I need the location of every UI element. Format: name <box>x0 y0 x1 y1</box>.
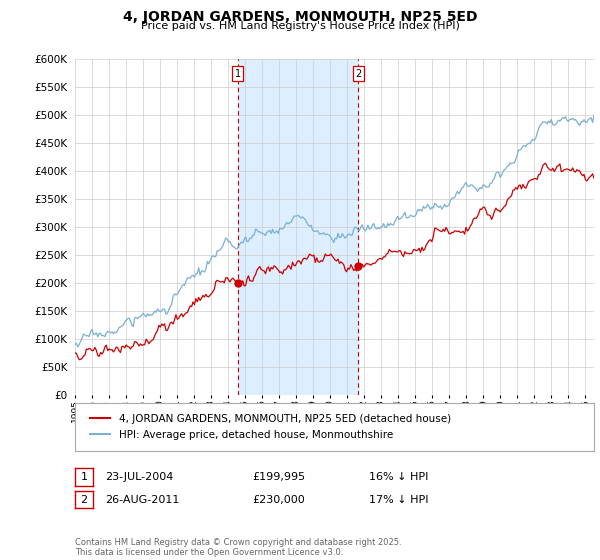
Text: 2: 2 <box>355 69 361 79</box>
Text: £230,000: £230,000 <box>252 494 305 505</box>
Text: 4, JORDAN GARDENS, MONMOUTH, NP25 5ED: 4, JORDAN GARDENS, MONMOUTH, NP25 5ED <box>123 10 477 24</box>
Bar <box>238 59 358 395</box>
Text: £199,995: £199,995 <box>252 472 305 482</box>
Text: 23-JUL-2004: 23-JUL-2004 <box>105 472 173 482</box>
Text: 17% ↓ HPI: 17% ↓ HPI <box>369 494 428 505</box>
Text: 2: 2 <box>80 494 88 505</box>
Text: 1: 1 <box>235 69 241 79</box>
Legend: 4, JORDAN GARDENS, MONMOUTH, NP25 5ED (detached house), HPI: Average price, deta: 4, JORDAN GARDENS, MONMOUTH, NP25 5ED (d… <box>85 410 455 444</box>
Text: 16% ↓ HPI: 16% ↓ HPI <box>369 472 428 482</box>
Text: Price paid vs. HM Land Registry's House Price Index (HPI): Price paid vs. HM Land Registry's House … <box>140 21 460 31</box>
Text: Contains HM Land Registry data © Crown copyright and database right 2025.
This d: Contains HM Land Registry data © Crown c… <box>75 538 401 557</box>
Text: 1: 1 <box>80 472 88 482</box>
Text: 26-AUG-2011: 26-AUG-2011 <box>105 494 179 505</box>
